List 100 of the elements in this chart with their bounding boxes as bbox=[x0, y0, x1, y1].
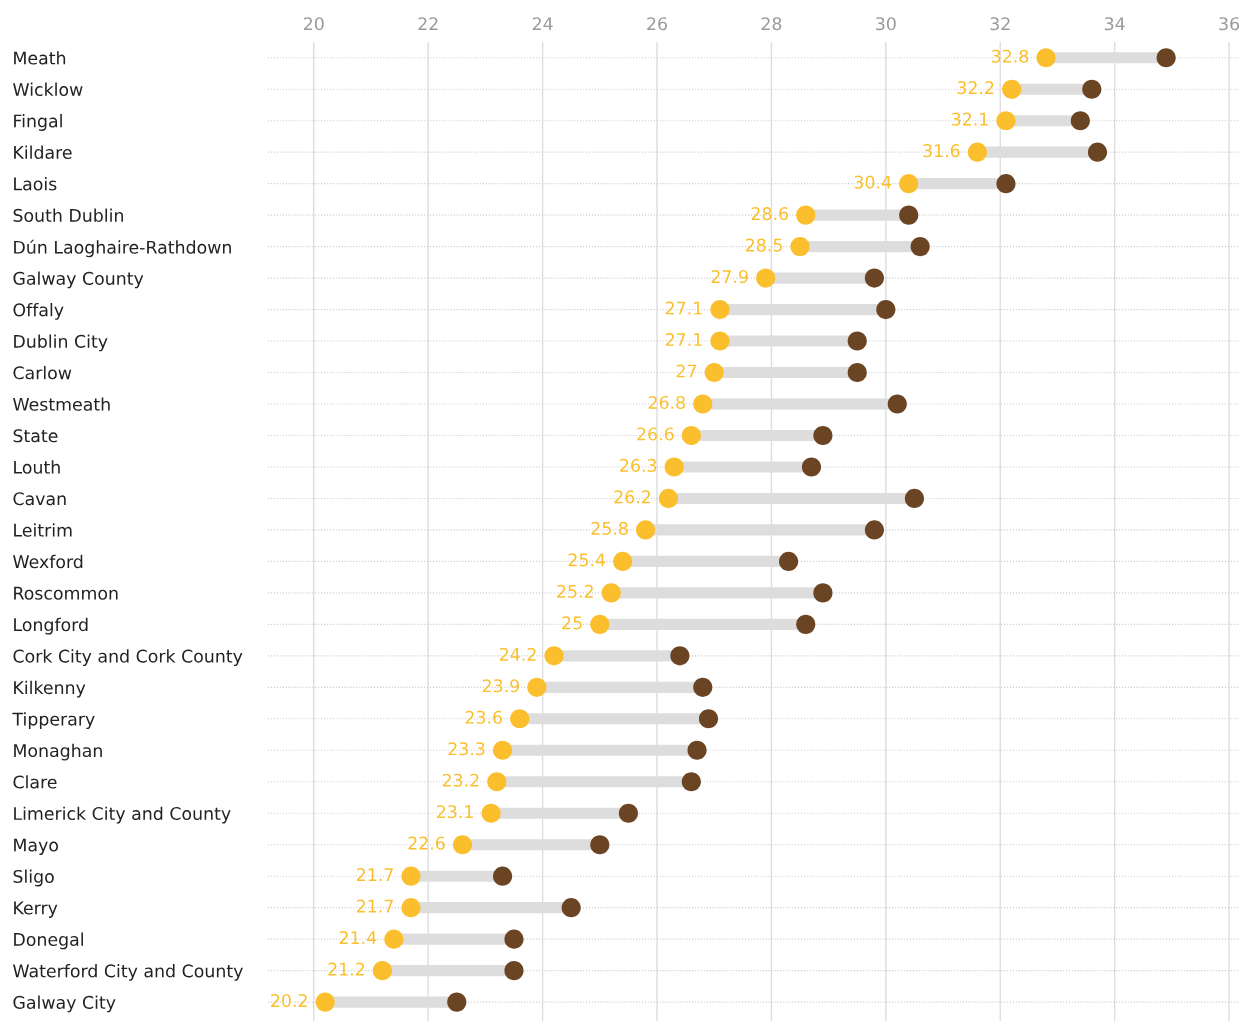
y-tick-label: Dublin City bbox=[14, 334, 108, 352]
x-tick-label: 22 bbox=[418, 17, 438, 31]
point bbox=[887, 394, 907, 414]
data-label: 26.6 bbox=[637, 427, 674, 441]
data-label: 32.8 bbox=[992, 49, 1029, 63]
point bbox=[847, 331, 867, 351]
point bbox=[813, 583, 833, 603]
y-tick-label: Longford bbox=[14, 617, 88, 635]
y-tick-label: Offaly bbox=[13, 302, 64, 320]
point bbox=[635, 520, 656, 540]
point bbox=[796, 205, 816, 225]
y-tick-label: Monaghan bbox=[14, 743, 102, 761]
point bbox=[779, 551, 799, 571]
point bbox=[492, 740, 513, 760]
point bbox=[372, 961, 392, 981]
x-tick-label: 36 bbox=[1219, 17, 1240, 31]
data-label: 23.2 bbox=[442, 773, 479, 787]
point bbox=[704, 362, 724, 383]
point bbox=[601, 583, 621, 603]
data-label: 21.4 bbox=[339, 931, 377, 944]
y-tick-label: Carlow bbox=[13, 365, 72, 380]
point bbox=[401, 866, 421, 886]
point bbox=[710, 300, 730, 320]
point bbox=[1036, 48, 1056, 68]
data-label: 22.6 bbox=[408, 836, 445, 850]
y-tick-label: State bbox=[13, 429, 58, 443]
point bbox=[847, 362, 867, 383]
point bbox=[801, 457, 822, 477]
y-tick-label: Kerry bbox=[14, 901, 58, 918]
x-tick-label: 24 bbox=[532, 17, 553, 31]
data-label: 25 bbox=[562, 616, 582, 630]
data-label: 26.8 bbox=[648, 395, 685, 410]
point bbox=[670, 646, 690, 666]
point bbox=[996, 111, 1016, 131]
y-tick-label: Galway City bbox=[13, 995, 116, 1013]
point bbox=[492, 866, 513, 886]
point bbox=[910, 237, 930, 257]
point bbox=[510, 709, 530, 729]
data-label: 21.7 bbox=[356, 899, 393, 913]
point bbox=[681, 425, 701, 446]
y-tick-label: Fingal bbox=[14, 114, 62, 131]
point bbox=[590, 614, 610, 634]
y-tick-label: Limerick City and County bbox=[14, 806, 231, 824]
point bbox=[613, 551, 633, 571]
point bbox=[687, 740, 707, 760]
point bbox=[401, 898, 421, 918]
y-tick-label: Kildare bbox=[14, 145, 72, 160]
point bbox=[1082, 79, 1102, 99]
data-label: 25.8 bbox=[591, 521, 628, 535]
y-tick-label: Laois bbox=[14, 177, 57, 191]
point bbox=[698, 709, 719, 729]
point bbox=[1002, 79, 1022, 99]
data-label: 32.1 bbox=[951, 112, 988, 126]
data-label: 28.6 bbox=[751, 207, 788, 221]
point bbox=[864, 268, 884, 288]
point bbox=[693, 394, 713, 414]
x-tick-label: 30 bbox=[876, 17, 896, 31]
point bbox=[504, 929, 524, 949]
data-label: 24.2 bbox=[499, 647, 536, 661]
point bbox=[996, 174, 1016, 194]
point bbox=[481, 803, 501, 823]
data-label: 27.9 bbox=[711, 270, 748, 284]
data-label: 25.2 bbox=[557, 584, 593, 598]
y-tick-label: Westmeath bbox=[13, 397, 110, 411]
point bbox=[876, 300, 896, 320]
point bbox=[1156, 48, 1176, 68]
y-tick-label: Mayo bbox=[14, 838, 59, 855]
data-label: 23.9 bbox=[482, 679, 519, 693]
y-tick-label: Tipperary bbox=[12, 712, 95, 730]
y-tick-label: Donegal bbox=[14, 932, 83, 950]
point bbox=[756, 268, 776, 288]
point bbox=[590, 835, 610, 855]
data-label: 20.2 bbox=[271, 994, 307, 1008]
data-label: 26.2 bbox=[614, 490, 651, 504]
y-tick-label: South Dublin bbox=[13, 208, 123, 222]
y-tick-label: Roscommon bbox=[14, 586, 118, 600]
y-tick-label: Leitrim bbox=[14, 523, 72, 537]
data-label: 27.1 bbox=[665, 301, 702, 315]
data-label: 27.1 bbox=[665, 332, 702, 346]
point bbox=[315, 992, 335, 1012]
point bbox=[504, 961, 524, 981]
data-label: 27 bbox=[676, 364, 697, 378]
point bbox=[904, 488, 925, 509]
point bbox=[899, 205, 919, 225]
x-tick-label: 32 bbox=[990, 17, 1010, 31]
data-label: 26.3 bbox=[620, 458, 657, 473]
y-tick-label: Wicklow bbox=[13, 82, 83, 97]
data-label: 23.1 bbox=[437, 805, 473, 819]
y-tick-label: Cavan bbox=[13, 492, 66, 506]
data-label: 28.5 bbox=[745, 238, 782, 252]
point bbox=[899, 174, 919, 194]
point bbox=[710, 331, 730, 351]
y-tick-label: Louth bbox=[14, 460, 60, 474]
point bbox=[967, 142, 987, 162]
y-tick-label: Waterford City and County bbox=[13, 964, 243, 981]
data-label: 30.4 bbox=[854, 175, 892, 189]
data-label: 21.7 bbox=[356, 868, 393, 881]
y-tick-label: Galway County bbox=[13, 271, 144, 289]
y-tick-label: Cork City and Cork County bbox=[13, 649, 243, 667]
point bbox=[527, 677, 547, 697]
